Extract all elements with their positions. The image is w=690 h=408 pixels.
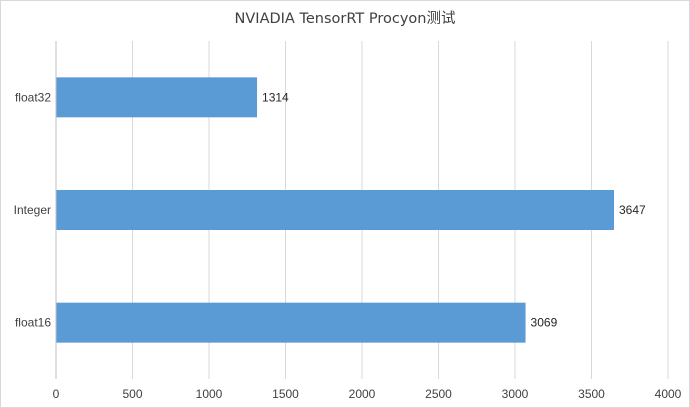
x-tick-label: 2000 <box>349 387 376 401</box>
bar-Integer <box>56 190 614 230</box>
x-tick-label: 3000 <box>502 387 529 401</box>
bars <box>56 77 614 343</box>
data-label-float32: 1314 <box>262 90 289 104</box>
x-tick-label: 500 <box>122 387 142 401</box>
x-tick-label: 4000 <box>655 387 682 401</box>
y-category-label: Integer <box>14 203 51 217</box>
y-category-label: float32 <box>15 90 51 104</box>
x-tick-label: 1500 <box>272 387 299 401</box>
chart-title: NVIADIA TensorRT Procyon测试 <box>235 10 456 27</box>
x-tick-label: 3500 <box>578 387 605 401</box>
x-tick-label: 2500 <box>425 387 452 401</box>
x-tick-label: 1000 <box>196 387 223 401</box>
bar-float32 <box>56 77 258 118</box>
labels: 0 500 1000 1500 2000 2500 3000 3500 4000 float32 1… <box>14 90 682 401</box>
data-label-Integer: 3647 <box>619 203 646 217</box>
bar-float16 <box>56 302 526 343</box>
x-tick-label: 0 <box>53 387 60 401</box>
y-category-label: float16 <box>15 316 51 330</box>
data-label-float16: 3069 <box>531 316 558 330</box>
